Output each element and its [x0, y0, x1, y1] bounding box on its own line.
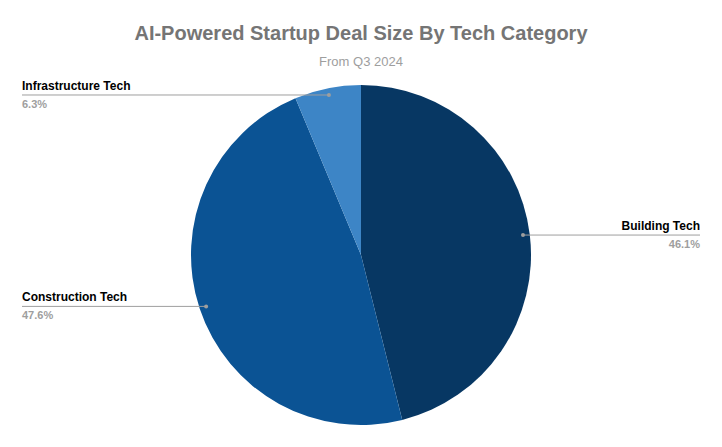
svg-text:Infrastructure Tech: Infrastructure Tech: [22, 79, 130, 93]
html-text:From Q3 2024: From Q3 2024: [319, 54, 403, 69]
svg-text:6.3%: 6.3%: [22, 98, 47, 110]
svg-text:Construction Tech: Construction Tech: [22, 290, 127, 304]
svg-text:Building Tech: Building Tech: [622, 219, 700, 233]
html-text:AI-Powered Startup Deal Size B: AI-Powered Startup Deal Size By Tech Cat…: [134, 22, 588, 44]
svg-text:46.1%: 46.1%: [669, 238, 700, 250]
svg-text:47.6%: 47.6%: [22, 309, 53, 321]
